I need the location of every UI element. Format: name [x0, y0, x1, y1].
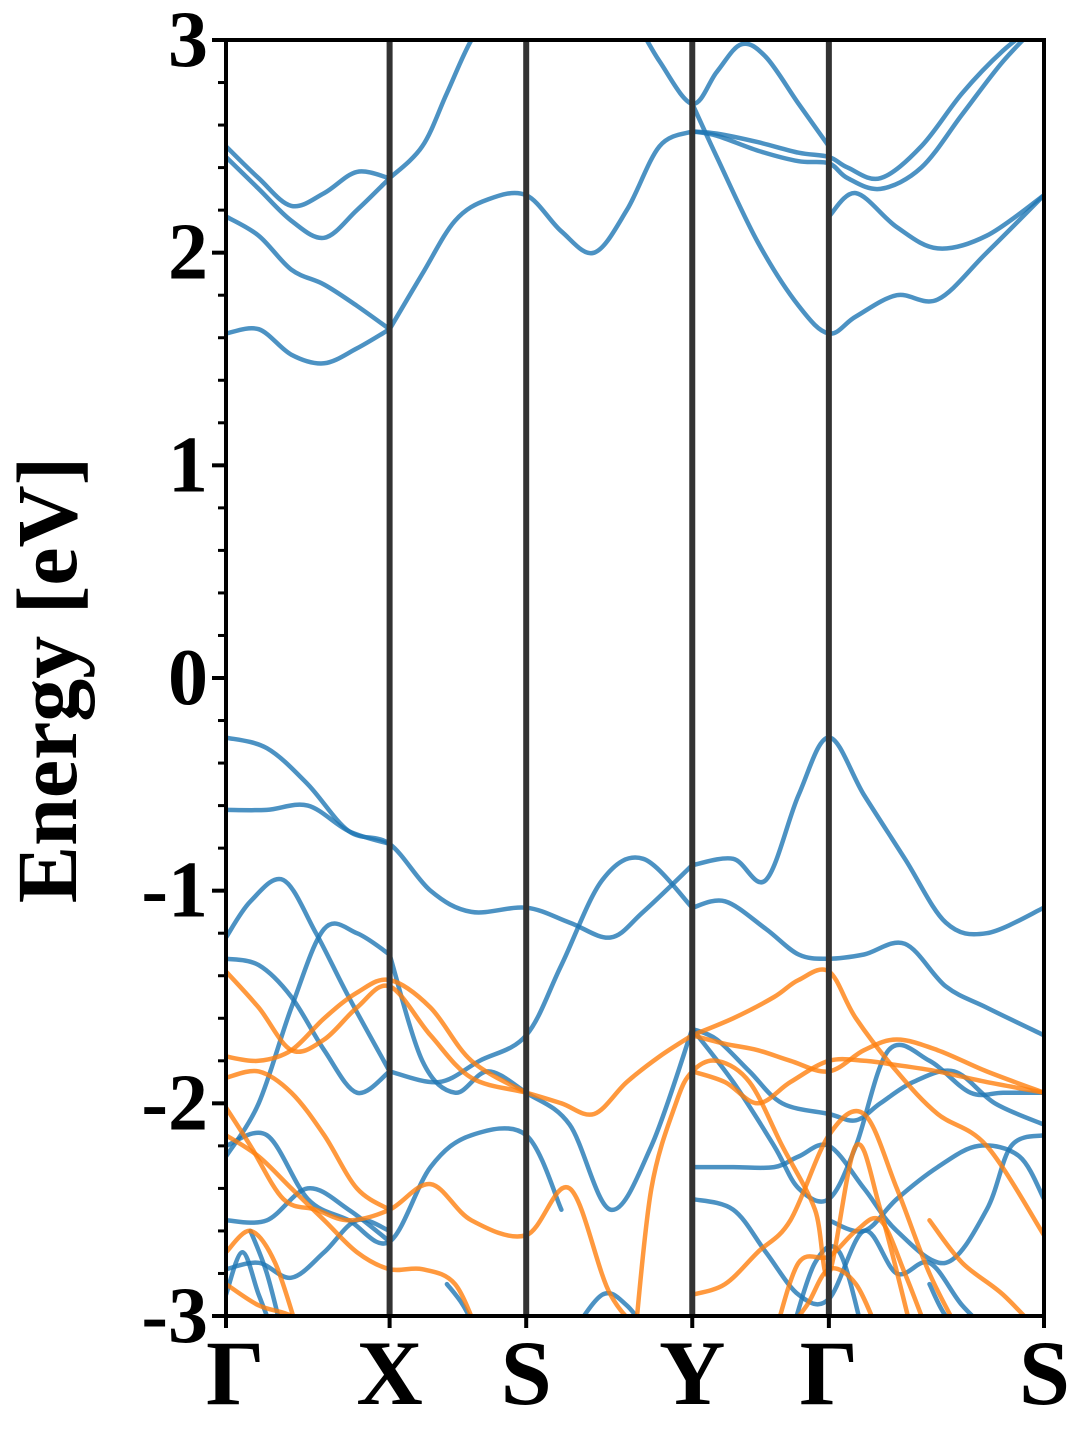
band-line-spin-down-43	[690, 1056, 1044, 1106]
y-tick-label: -2	[141, 1059, 208, 1147]
band-line-spin-up-12	[226, 802, 392, 847]
band-line-spin-up-17	[226, 956, 392, 1096]
x-tick-label-1: X	[356, 1322, 422, 1424]
band-line-spin-up-11	[226, 735, 695, 940]
band-line-spin-up-2	[226, 214, 392, 332]
band-line-spin-down-46	[777, 1215, 924, 1316]
band-line-spin-up-24	[690, 1196, 976, 1316]
band-line-spin-up-3	[226, 326, 392, 366]
band-line-spin-up-13	[387, 855, 695, 1085]
band-line-spin-down-41	[690, 967, 1044, 1238]
band-line-spin-down-39	[226, 1228, 296, 1316]
band-line-spin-up-9	[690, 101, 1044, 336]
x-tick-label-0: Γ	[206, 1322, 265, 1424]
y-tick-label: 1	[168, 421, 208, 509]
y-tick-label: 3	[168, 0, 208, 84]
band-line-spin-up-14	[690, 898, 1044, 1038]
band-line-spin-up-25	[826, 1143, 1044, 1234]
band-line-spin-up-19	[387, 952, 695, 1212]
plot-frame-rect	[224, 38, 1046, 1318]
y-tick-label: -3	[141, 1272, 208, 1360]
kpoint-lines	[386, 40, 832, 1316]
band-line-spin-up-16	[226, 876, 392, 1074]
band-line-spin-down-37	[226, 1105, 629, 1316]
band-line-spin-up-23	[690, 1132, 1044, 1266]
band-line-spin-up-18	[226, 921, 392, 1159]
band-line-spin-down-35	[226, 977, 529, 1095]
y-axis: -3 -2 -1 0 1 2 3	[141, 0, 226, 1360]
band-line-spin-up-10	[826, 190, 1044, 251]
band-line-spin-up-6	[644, 40, 832, 149]
band-line-spin-down-48	[927, 1218, 1028, 1316]
band-line-spin-up-29	[248, 1228, 281, 1316]
x-tick-label-5: S	[1019, 1322, 1070, 1424]
y-axis-label: Energy [eV]	[0, 457, 95, 904]
band-line-spin-up-33	[927, 1281, 949, 1316]
x-tick-label-4: Γ	[800, 1322, 859, 1424]
band-line-spin-up-0	[226, 144, 392, 209]
plot-frame	[224, 38, 1046, 1318]
band-line-spin-down-34	[226, 969, 695, 1117]
band-line-spin-up-30	[444, 1281, 472, 1316]
band-line-spin-up-28	[226, 1249, 270, 1316]
band-line-spin-down-38	[226, 1132, 474, 1316]
band-line-spin-down-40	[226, 1281, 296, 1316]
y-tick-label: 2	[168, 209, 208, 297]
band-line-spin-up-4	[387, 129, 695, 332]
x-tick-label-2: S	[501, 1322, 552, 1424]
band-line-spin-up-5	[387, 40, 475, 181]
y-tick-label: -1	[141, 847, 208, 935]
band-line-spin-down-44	[634, 1058, 911, 1316]
band-line-spin-up-1	[226, 154, 392, 241]
band-line-spin-up-20	[226, 1126, 564, 1246]
band-line-spin-down-42	[690, 1033, 1044, 1095]
band-line-spin-up-7	[690, 40, 1020, 182]
band-line-spin-up-15	[690, 735, 1044, 937]
band-line-spin-down-36	[226, 1068, 392, 1212]
band-lines	[226, 40, 1044, 1316]
y-tick-label: 0	[168, 634, 208, 722]
x-tick-label-3: Y	[659, 1322, 725, 1424]
band-line-spin-up-8	[690, 40, 1026, 192]
